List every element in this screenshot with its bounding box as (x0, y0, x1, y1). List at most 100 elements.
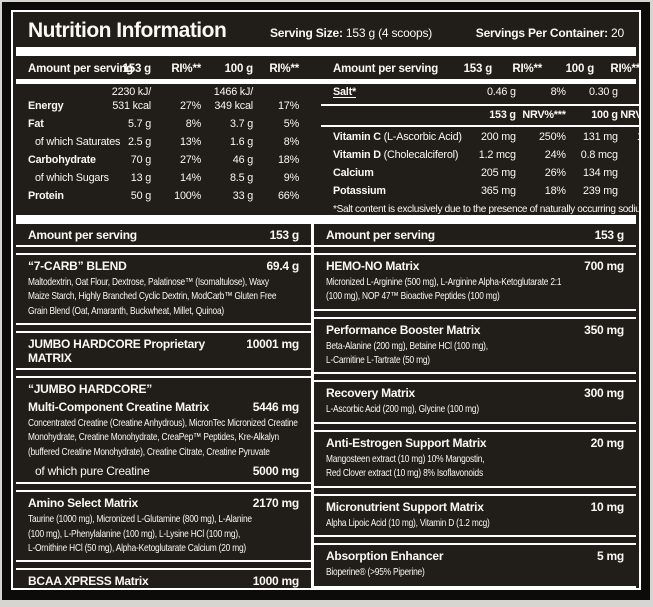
blend-amount: 350 mg (584, 322, 624, 337)
top-table-headers: Amount per serving 153 g RI%** 100 g RI%** A… (16, 56, 639, 79)
blend-ingredients: Taurine (1000 mg), Micronized L-Glutamin… (16, 513, 311, 560)
blend-ingredients-text: Bioperine® (>95% Piperine) (326, 567, 425, 579)
nutrient-value: 239 mg (583, 184, 618, 197)
nutrient-row: Vitamin D (Cholecalciferol) 1.2 mcg 24% 0.8… (321, 147, 639, 165)
blend-title: “7-CARB” BLEND (28, 258, 127, 273)
nutrient-value: 1.6 g (229, 135, 253, 148)
panel-divider (311, 223, 314, 588)
blend-title: Recovery Matrix (326, 386, 415, 401)
nutrient-label: Potassium (333, 185, 462, 198)
nutrient-value: 5% (618, 86, 639, 99)
nutrient-name: Carbohydrate (28, 153, 96, 166)
blend-title-row: Micronutrient Support Matrix 10 mg (314, 496, 636, 517)
nutrient-label: Vitamin C (L-Ascorbic Acid) (333, 131, 462, 144)
column-gap (311, 84, 321, 214)
nutrient-value: 0.8 mcg (580, 148, 618, 161)
nutrition-label: Nutrition Information Serving Size: 153 … (2, 2, 650, 600)
section-separator (16, 560, 311, 571)
right-blend-panel: Amount per serving 153 g HEMO-NO Matrix 7… (314, 224, 636, 588)
nutrient-value: 12% (618, 185, 639, 198)
right-panel-header-label: Amount per serving (326, 227, 435, 242)
nutrient-value: 1.2 mcg (478, 148, 516, 161)
nutrient-value: 24% (544, 148, 566, 161)
nutrient-value: 66% (277, 189, 299, 202)
section-separator (314, 244, 636, 255)
nutrient-value: 5% (283, 117, 299, 130)
blend-amount: 700 mg (584, 258, 624, 273)
blend-ingredients-text: Concentrated Creatine (Creatine Anhydrou… (28, 418, 298, 458)
nutrient-value: 8% (283, 135, 299, 148)
nutrient-value: 27% (179, 153, 201, 166)
blend-title-row: Absorption Enhancer 5 mg (314, 545, 636, 566)
blend-ingredients-text: Alpha Lipoic Acid (10 mg), Vitamin D (1.… (326, 517, 490, 529)
blend-title-row: Recovery Matrix 300 mg (314, 382, 636, 403)
section-separator (314, 421, 636, 432)
section-separator (314, 372, 636, 383)
label-header: Nutrition Information Serving Size: 153 … (16, 12, 636, 47)
serving-size: Serving Size: 153 g (4 scoops) (270, 26, 432, 40)
nutrient-row: Vitamin C (L-Ascorbic Acid) 200 mg 250% 131… (321, 129, 639, 147)
blend-title-row: BCAA XPRESS Matrix 1000 mg (16, 570, 311, 589)
blend-amount: 1000 mg (252, 574, 300, 589)
blend-amount: 10001 mg (246, 337, 299, 351)
nutrient-value: 8.5 g (229, 171, 253, 184)
blend-ingredients-text: Taurine (1000 mg), Micronized L-Glutamin… (28, 514, 252, 555)
nutrient-row: of which Saturates 2.5 g 13% 1.6 g 8% (16, 134, 311, 152)
nutrient-row: Carbohydrate 70 g 27% 46 g 18% (16, 152, 311, 170)
blend-title: Amino Select Matrix (28, 496, 138, 511)
nutrient-value: 26% (544, 166, 566, 179)
nutrient-value: 2230 kJ/ 531 kcal (111, 86, 151, 112)
nutrient-row: Fat 5.7 g 8% 3.7 g 5% (16, 116, 311, 134)
nutrient-value: 0.30 g (588, 86, 618, 99)
blend-title: BCAA XPRESS Matrix (28, 574, 149, 589)
nutrient-value: 365 mg (481, 184, 516, 197)
blend-subrow-label: of which pure Creatine (35, 464, 150, 479)
blend-subtitle: “JUMBO HARDCORE” (28, 382, 153, 396)
blend-title: Absorption Enhancer (326, 549, 444, 564)
blend-amount: 20 mg (590, 435, 625, 450)
right-panel-header-amount: 153 g (594, 227, 625, 242)
left-blend-panel: Amount per serving 153 g “7-CARB” BLEND 6… (16, 224, 311, 589)
label-inner-panel: Nutrition Information Serving Size: 153 … (11, 10, 641, 590)
nutrient-value: 17% (618, 167, 639, 180)
nutrient-value: 8% (185, 117, 201, 130)
blend-ingredients: Maltodextrin, Oat Flour, Dextrose, Palat… (16, 276, 311, 323)
serving-size-label: Serving Size: (270, 26, 343, 40)
nutrient-name-note: (Cholecalciferol) (380, 148, 459, 161)
servings-value: 20 (611, 26, 624, 40)
blend-title: Multi-Component Creatine Matrix (28, 400, 209, 414)
nutrient-name: Salt* (333, 86, 357, 99)
section-separator (16, 244, 311, 255)
nutrient-label: Salt* (333, 86, 462, 99)
nutrient-value: 27% (179, 99, 201, 112)
servings-label: Servings Per Container: (475, 26, 608, 40)
nutrient-value: 131 mg (583, 130, 618, 143)
blend-title: Performance Booster Matrix (326, 322, 481, 337)
column-header-label: Amount per serving (28, 63, 134, 75)
blend-amount: 300 mg (584, 386, 624, 401)
blend-ingredients-text: Beta-Alanine (200 mg), Betaine HCl (100 … (326, 340, 488, 366)
section-separator (314, 308, 636, 319)
blend-amount: 5 mg (596, 549, 624, 564)
blend-ingredients: Mangosteen extract (10 mg) 10% Mangostin… (314, 453, 636, 486)
nutrient-value: 50 g (130, 189, 151, 202)
servings-per-container: Servings Per Container: 20 (476, 26, 624, 40)
nutrient-value: 9% (283, 171, 299, 184)
nutrient-row: Energy 2230 kJ/ 531 kcal 27% 1466 kJ/ 349 k… (16, 84, 311, 115)
blend-title: HEMO-NO Matrix (326, 258, 420, 273)
nutrient-name: Energy (28, 99, 64, 112)
micro-table-footnote: *Salt content is exclusively due to the … (333, 203, 641, 215)
blend-amount: 10 mg (590, 499, 625, 514)
section-separator (16, 482, 311, 493)
nutrient-value: 250% (538, 130, 566, 143)
mid-divider-bar (16, 214, 636, 224)
blend-ingredients: Micronized L-Arginine (500 mg), L-Argini… (314, 276, 636, 309)
left-panel-sections: “7-CARB” BLEND 69.4 g Maltodextrin, Oat Fl… (16, 244, 311, 589)
blend-ingredients: L-Ascorbic Acid (200 mg), Glycine (100 m… (314, 403, 636, 421)
micro-table-header: Amount per serving 153 g RI%** 100 g RI%** (321, 56, 639, 79)
blend-subrow-amount: 5000 mg (252, 464, 300, 479)
blend-ingredients-text: Micronized L-Arginine (500 mg), L-Argini… (326, 276, 562, 303)
nutrient-value: 164% (618, 131, 639, 144)
nutrient-value: 8% (550, 86, 566, 99)
